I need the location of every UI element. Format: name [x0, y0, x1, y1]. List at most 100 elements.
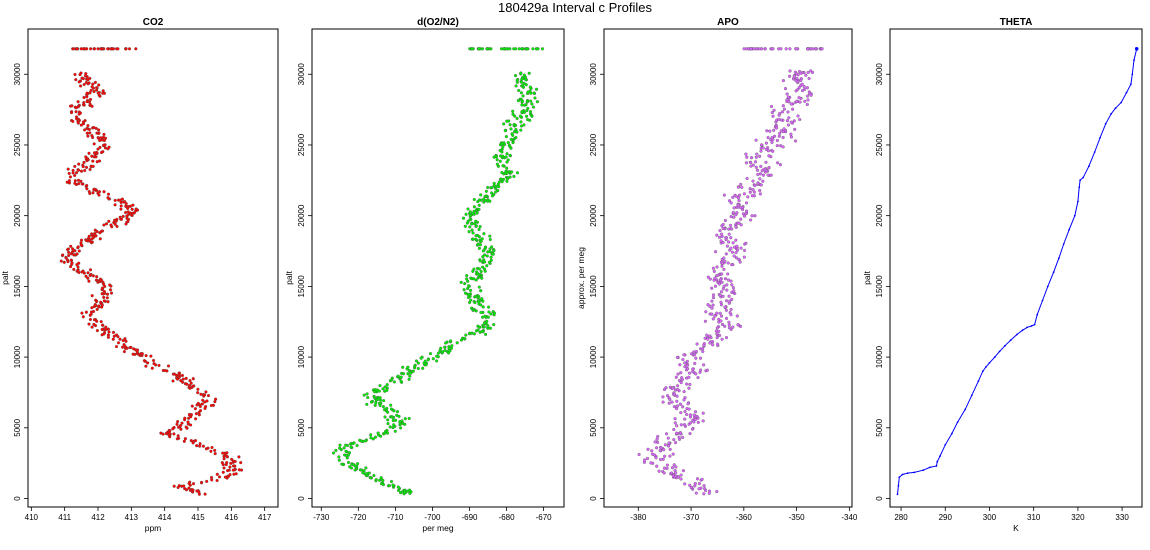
data-point: [789, 120, 793, 124]
data-point: [789, 132, 793, 136]
data-point: [693, 481, 697, 486]
data-point: [672, 427, 676, 432]
data-point: [220, 461, 224, 465]
data-point: [655, 464, 659, 468]
data-point: [718, 311, 722, 315]
data-point: [95, 230, 99, 234]
data-point: [520, 99, 524, 103]
data-point: [399, 379, 403, 383]
data-point: [520, 103, 524, 107]
y-tick-label: 10000: [875, 345, 884, 368]
theta-point: [897, 484, 900, 487]
data-point: [502, 122, 506, 126]
data-point: [766, 173, 770, 177]
data-point: [731, 195, 735, 199]
data-point: [198, 404, 202, 409]
data-point: [79, 243, 83, 247]
data-point: [152, 362, 156, 366]
data-point: [102, 299, 106, 303]
data-point: [739, 182, 743, 186]
data-point: [85, 75, 89, 79]
data-point: [676, 475, 681, 479]
data-point: [105, 296, 109, 300]
data-point: [105, 292, 110, 296]
data-point: [482, 197, 486, 201]
theta-point: [993, 356, 996, 358]
data-point: [495, 184, 499, 188]
data-point: [369, 400, 373, 404]
data-point: [682, 353, 686, 357]
theta-point: [1058, 257, 1060, 259]
data-point: [389, 403, 393, 407]
data-point: [682, 423, 687, 427]
data-point: [527, 71, 531, 75]
y-axis-label: approx. per meg: [576, 247, 586, 309]
data-point: [777, 113, 781, 117]
data-point: [171, 379, 175, 383]
data-point: [693, 417, 697, 421]
data-point: [685, 382, 689, 386]
data-point: [436, 351, 440, 355]
y-tick-label: 25000: [297, 133, 306, 156]
data-point: [391, 426, 395, 430]
x-tick-label: 290: [939, 513, 953, 522]
data-point: [407, 368, 411, 373]
x-tick-label: 416: [225, 513, 239, 522]
data-point: [96, 131, 100, 135]
theta-point: [951, 432, 953, 435]
data-point: [503, 129, 507, 133]
theta-point: [1021, 329, 1024, 332]
data-point: [100, 305, 104, 309]
data-point: [504, 155, 508, 159]
data-point: [751, 188, 755, 192]
data-point: [92, 89, 96, 94]
data-point: [377, 389, 381, 393]
data-point: [723, 277, 728, 281]
x-tick-label: -360: [736, 513, 753, 522]
theta-point: [1004, 344, 1006, 347]
data-point: [730, 283, 734, 287]
top-row-point: [814, 47, 818, 51]
data-point: [91, 86, 95, 90]
data-point: [749, 156, 754, 160]
data-point: [61, 253, 65, 257]
data-point: [188, 386, 192, 390]
data-point: [209, 475, 214, 480]
data-point: [775, 138, 779, 143]
data-point: [190, 404, 194, 408]
data-point: [736, 185, 740, 189]
data-point: [759, 164, 763, 168]
data-point: [719, 300, 723, 304]
data-point: [512, 130, 517, 134]
data-point: [343, 453, 347, 457]
data-point: [701, 347, 705, 351]
data-point: [383, 431, 387, 435]
data-point: [668, 454, 672, 458]
data-point: [717, 317, 721, 321]
data-point: [467, 230, 471, 234]
data-point: [704, 310, 708, 314]
top-row-point: [111, 47, 116, 51]
data-point: [529, 99, 533, 103]
data-point: [177, 372, 181, 377]
data-point: [697, 487, 701, 491]
data-point: [391, 416, 395, 420]
data-point: [798, 117, 802, 122]
data-point: [688, 483, 692, 487]
data-point: [385, 388, 389, 392]
data-point: [681, 357, 685, 362]
data-point: [203, 492, 207, 496]
data-point: [489, 258, 493, 262]
data-point: [712, 269, 716, 273]
y-axis-label: palt: [0, 271, 10, 285]
data-point: [478, 243, 482, 247]
data-point: [92, 318, 97, 322]
data-point: [188, 379, 192, 383]
data-point: [764, 141, 768, 145]
data-point: [213, 448, 217, 452]
data-point: [681, 435, 685, 440]
data-point: [753, 184, 757, 188]
data-point: [395, 413, 399, 417]
data-point: [86, 276, 90, 280]
data-point: [749, 161, 753, 165]
